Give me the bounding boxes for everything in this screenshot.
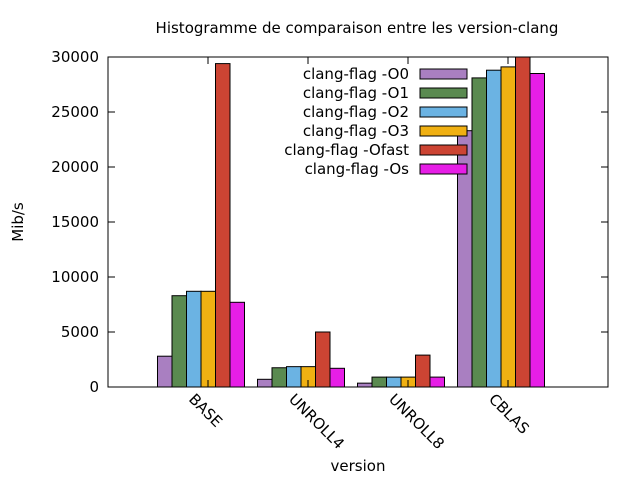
legend-swatch bbox=[419, 125, 468, 137]
bar-base-4 bbox=[215, 63, 231, 388]
bar-unroll4-4 bbox=[315, 331, 331, 388]
legend-swatch bbox=[419, 163, 468, 175]
y-tick-label: 15000 bbox=[51, 213, 99, 231]
bar-base-1 bbox=[171, 295, 187, 388]
legend-label: clang-flag -O0 bbox=[303, 65, 409, 83]
y-tick-label: 20000 bbox=[51, 158, 99, 176]
bar-unroll8-0 bbox=[357, 382, 373, 388]
bar-unroll8-2 bbox=[386, 376, 402, 388]
legend-swatch bbox=[419, 68, 468, 80]
legend-swatch bbox=[419, 144, 468, 156]
bar-unroll8-5 bbox=[429, 376, 445, 388]
bar-base-3 bbox=[200, 290, 216, 388]
legend-label: clang-flag -Ofast bbox=[284, 141, 409, 159]
legend-swatch bbox=[419, 106, 468, 118]
legend-label: clang-flag -Os bbox=[305, 160, 410, 178]
y-tick-label: 5000 bbox=[61, 323, 99, 341]
bar-cblas-5 bbox=[529, 73, 545, 388]
x-tick-label: CBLAS bbox=[485, 390, 533, 438]
y-tick-label: 30000 bbox=[51, 48, 99, 66]
bar-base-2 bbox=[186, 290, 202, 388]
x-tick-label: BASE bbox=[185, 390, 226, 431]
y-axis-label: Mib/s bbox=[9, 202, 27, 242]
legend-label: clang-flag -O1 bbox=[303, 84, 409, 102]
y-tick-label: 25000 bbox=[51, 103, 99, 121]
bar-unroll8-1 bbox=[371, 376, 387, 388]
bar-unroll4-0 bbox=[257, 378, 273, 388]
bar-unroll8-4 bbox=[415, 354, 431, 388]
bar-unroll4-5 bbox=[329, 367, 345, 388]
bar-cblas-2 bbox=[486, 69, 502, 388]
bar-base-0 bbox=[157, 355, 173, 388]
x-tick-label: UNROLL4 bbox=[285, 390, 348, 453]
x-axis-label: version bbox=[330, 457, 386, 475]
y-tick-label: 10000 bbox=[51, 268, 99, 286]
x-tick-label: UNROLL8 bbox=[385, 390, 448, 453]
bar-unroll4-2 bbox=[286, 366, 302, 388]
legend-label: clang-flag -O3 bbox=[303, 122, 409, 140]
bar-cblas-1 bbox=[471, 77, 487, 388]
legend-swatch bbox=[419, 87, 468, 99]
bar-cblas-4 bbox=[515, 56, 531, 388]
bar-base-5 bbox=[229, 301, 245, 388]
y-tick-label: 0 bbox=[89, 378, 99, 396]
bar-unroll4-1 bbox=[271, 367, 287, 388]
bar-cblas-3 bbox=[500, 66, 516, 388]
chart-title: Histogramme de comparaison entre les ver… bbox=[155, 19, 559, 37]
legend-label: clang-flag -O2 bbox=[303, 103, 409, 121]
